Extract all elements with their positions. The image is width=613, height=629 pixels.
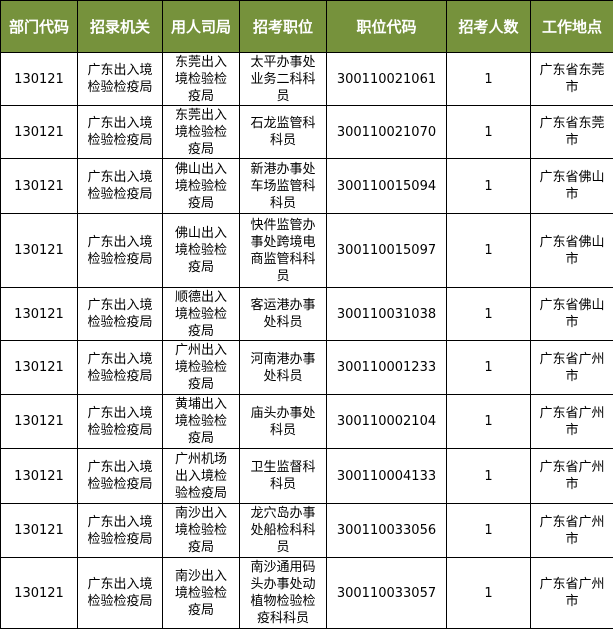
cell-bureau: 东莞出入 境检验检 疫局 bbox=[163, 53, 240, 106]
cell-agency: 广东出入境 检验检疫局 bbox=[78, 106, 163, 159]
cell-bureau: 南沙出入 境检验检 疫局 bbox=[163, 504, 240, 558]
cell-count: 1 bbox=[447, 53, 531, 106]
cell-agency: 广东出入境 检验检疫局 bbox=[78, 449, 163, 504]
cell-position: 快件监管办 事处跨境电 商监管科科 员 bbox=[240, 214, 327, 288]
cell-location: 广东省佛山 市 bbox=[531, 288, 613, 341]
cell-count: 1 bbox=[447, 558, 531, 629]
cell-location: 广东省佛山 市 bbox=[531, 159, 613, 214]
cell-count: 1 bbox=[447, 106, 531, 159]
cell-position: 龙穴岛办事 处船检科科 员 bbox=[240, 504, 327, 558]
cell-position: 庙头办事处 科员 bbox=[240, 395, 327, 449]
cell-count: 1 bbox=[447, 159, 531, 214]
cell-bureau: 顺德出入 境检验检 疫局 bbox=[163, 288, 240, 341]
cell-position: 新港办事处 车场监管科 科员 bbox=[240, 159, 327, 214]
cell-dept-code: 130121 bbox=[1, 504, 78, 558]
cell-position-code: 300110015097 bbox=[327, 214, 447, 288]
header-dept-code: 部门代码 bbox=[1, 1, 78, 53]
cell-bureau: 南沙出入 境检验检 疫局 bbox=[163, 558, 240, 629]
cell-bureau: 佛山出入 境检验检 疫局 bbox=[163, 214, 240, 288]
cell-agency: 广东出入境 检验检疫局 bbox=[78, 53, 163, 106]
cell-agency: 广东出入境 检验检疫局 bbox=[78, 558, 163, 629]
header-bureau: 用人司局 bbox=[163, 1, 240, 53]
header-row: 部门代码 招录机关 用人司局 招考职位 职位代码 招考人数 工作地点 bbox=[1, 1, 613, 53]
cell-dept-code: 130121 bbox=[1, 341, 78, 395]
cell-dept-code: 130121 bbox=[1, 449, 78, 504]
cell-count: 1 bbox=[447, 395, 531, 449]
cell-dept-code: 130121 bbox=[1, 288, 78, 341]
cell-position-code: 300110033056 bbox=[327, 504, 447, 558]
cell-bureau: 广州出入 境检验检 疫局 bbox=[163, 341, 240, 395]
cell-dept-code: 130121 bbox=[1, 214, 78, 288]
cell-count: 1 bbox=[447, 214, 531, 288]
cell-location: 广东省广州 市 bbox=[531, 558, 613, 629]
cell-location: 广东省佛山 市 bbox=[531, 214, 613, 288]
cell-location: 广东省东莞 市 bbox=[531, 106, 613, 159]
cell-position-code: 300110015094 bbox=[327, 159, 447, 214]
cell-count: 1 bbox=[447, 449, 531, 504]
cell-position: 太平办事处 业务二科科 员 bbox=[240, 53, 327, 106]
cell-agency: 广东出入境 检验检疫局 bbox=[78, 504, 163, 558]
cell-count: 1 bbox=[447, 288, 531, 341]
cell-bureau: 广州机场 出入境检 验检疫局 bbox=[163, 449, 240, 504]
cell-count: 1 bbox=[447, 504, 531, 558]
cell-count: 1 bbox=[447, 341, 531, 395]
cell-dept-code: 130121 bbox=[1, 53, 78, 106]
cell-position-code: 300110002104 bbox=[327, 395, 447, 449]
cell-bureau: 佛山出入 境检验检 疫局 bbox=[163, 159, 240, 214]
cell-location: 广东省东莞 市 bbox=[531, 53, 613, 106]
header-count: 招考人数 bbox=[447, 1, 531, 53]
cell-agency: 广东出入境 检验检疫局 bbox=[78, 395, 163, 449]
cell-bureau: 东莞出入 境检验检 疫局 bbox=[163, 106, 240, 159]
cell-position: 南沙通用码 头办事处动 植物检验检 疫科科员 bbox=[240, 558, 327, 629]
cell-agency: 广东出入境 检验检疫局 bbox=[78, 159, 163, 214]
cell-position-code: 300110031038 bbox=[327, 288, 447, 341]
header-agency: 招录机关 bbox=[78, 1, 163, 53]
cell-position-code: 300110021070 bbox=[327, 106, 447, 159]
cell-agency: 广东出入境 检验检疫局 bbox=[78, 214, 163, 288]
cell-position: 客运港办事 处科员 bbox=[240, 288, 327, 341]
cell-dept-code: 130121 bbox=[1, 159, 78, 214]
header-location: 工作地点 bbox=[531, 1, 613, 53]
cell-position-code: 300110033057 bbox=[327, 558, 447, 629]
cell-bureau: 黄埔出入 境检验检 疫局 bbox=[163, 395, 240, 449]
cell-position: 石龙监管科 科员 bbox=[240, 106, 327, 159]
cell-position-code: 300110001233 bbox=[327, 341, 447, 395]
header-position-code: 职位代码 bbox=[327, 1, 447, 53]
cell-position-code: 300110004133 bbox=[327, 449, 447, 504]
cell-position: 卫生监督科 科员 bbox=[240, 449, 327, 504]
cell-location: 广东省广州 市 bbox=[531, 341, 613, 395]
cell-dept-code: 130121 bbox=[1, 106, 78, 159]
cell-agency: 广东出入境 检验检疫局 bbox=[78, 288, 163, 341]
cell-agency: 广东出入境 检验检疫局 bbox=[78, 341, 163, 395]
cell-dept-code: 130121 bbox=[1, 558, 78, 629]
cell-location: 广东省广州 市 bbox=[531, 449, 613, 504]
cell-location: 广东省广州 市 bbox=[531, 395, 613, 449]
cell-dept-code: 130121 bbox=[1, 395, 78, 449]
cell-position-code: 300110021061 bbox=[327, 53, 447, 106]
header-position: 招考职位 bbox=[240, 1, 327, 53]
cell-position: 河南港办事 处科员 bbox=[240, 341, 327, 395]
cell-location: 广东省广州 市 bbox=[531, 504, 613, 558]
